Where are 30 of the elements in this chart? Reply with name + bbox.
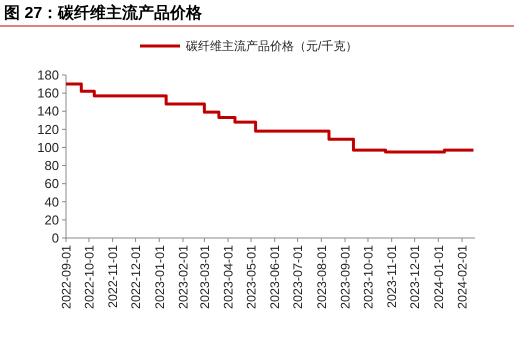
y-tick-label: 140 <box>37 104 59 119</box>
y-tick-label: 20 <box>44 212 59 228</box>
x-tick-label: 2023-01-01 <box>152 244 167 309</box>
x-tick-label: 2023-12-01 <box>408 244 422 309</box>
y-tick-label: 60 <box>44 176 59 192</box>
y-tick-label: 80 <box>44 158 59 174</box>
x-tick-label: 2023-05-01 <box>244 244 259 309</box>
y-tick-label: 160 <box>37 86 59 101</box>
x-tick-label: 2022-10-01 <box>82 244 96 309</box>
x-tick-label: 2023-02-01 <box>176 244 190 309</box>
x-tick-label: 2024-02-01 <box>456 244 470 309</box>
x-tick-label: 2022-11-01 <box>106 244 120 308</box>
x-tick-label: 2023-04-01 <box>222 244 236 309</box>
x-tick-label: 2023-06-01 <box>268 244 282 309</box>
x-tick-label: 2023-07-01 <box>291 244 306 309</box>
x-tick-label: 2023-09-01 <box>338 244 353 309</box>
x-tick-label: 2023-10-01 <box>361 244 376 309</box>
y-tick-label: 40 <box>44 194 59 210</box>
x-tick-label: 2023-08-01 <box>314 244 329 309</box>
x-tick-label: 2022-12-01 <box>129 244 144 309</box>
legend-label: 碳纤维主流产品价格（元/千克） <box>185 39 358 53</box>
chart-title: 图 27：碳纤维主流产品价格 <box>4 3 204 22</box>
x-tick-label: 2023-03-01 <box>198 244 212 309</box>
y-tick-label: 0 <box>52 230 59 246</box>
y-tick-label: 120 <box>37 122 59 137</box>
y-tick-label: 180 <box>37 68 59 82</box>
x-tick-label: 2023-11-01 <box>385 244 400 308</box>
x-tick-label: 2024-01-01 <box>432 244 446 309</box>
x-tick-label: 2022-09-01 <box>60 244 74 309</box>
y-tick-label: 100 <box>37 140 59 155</box>
